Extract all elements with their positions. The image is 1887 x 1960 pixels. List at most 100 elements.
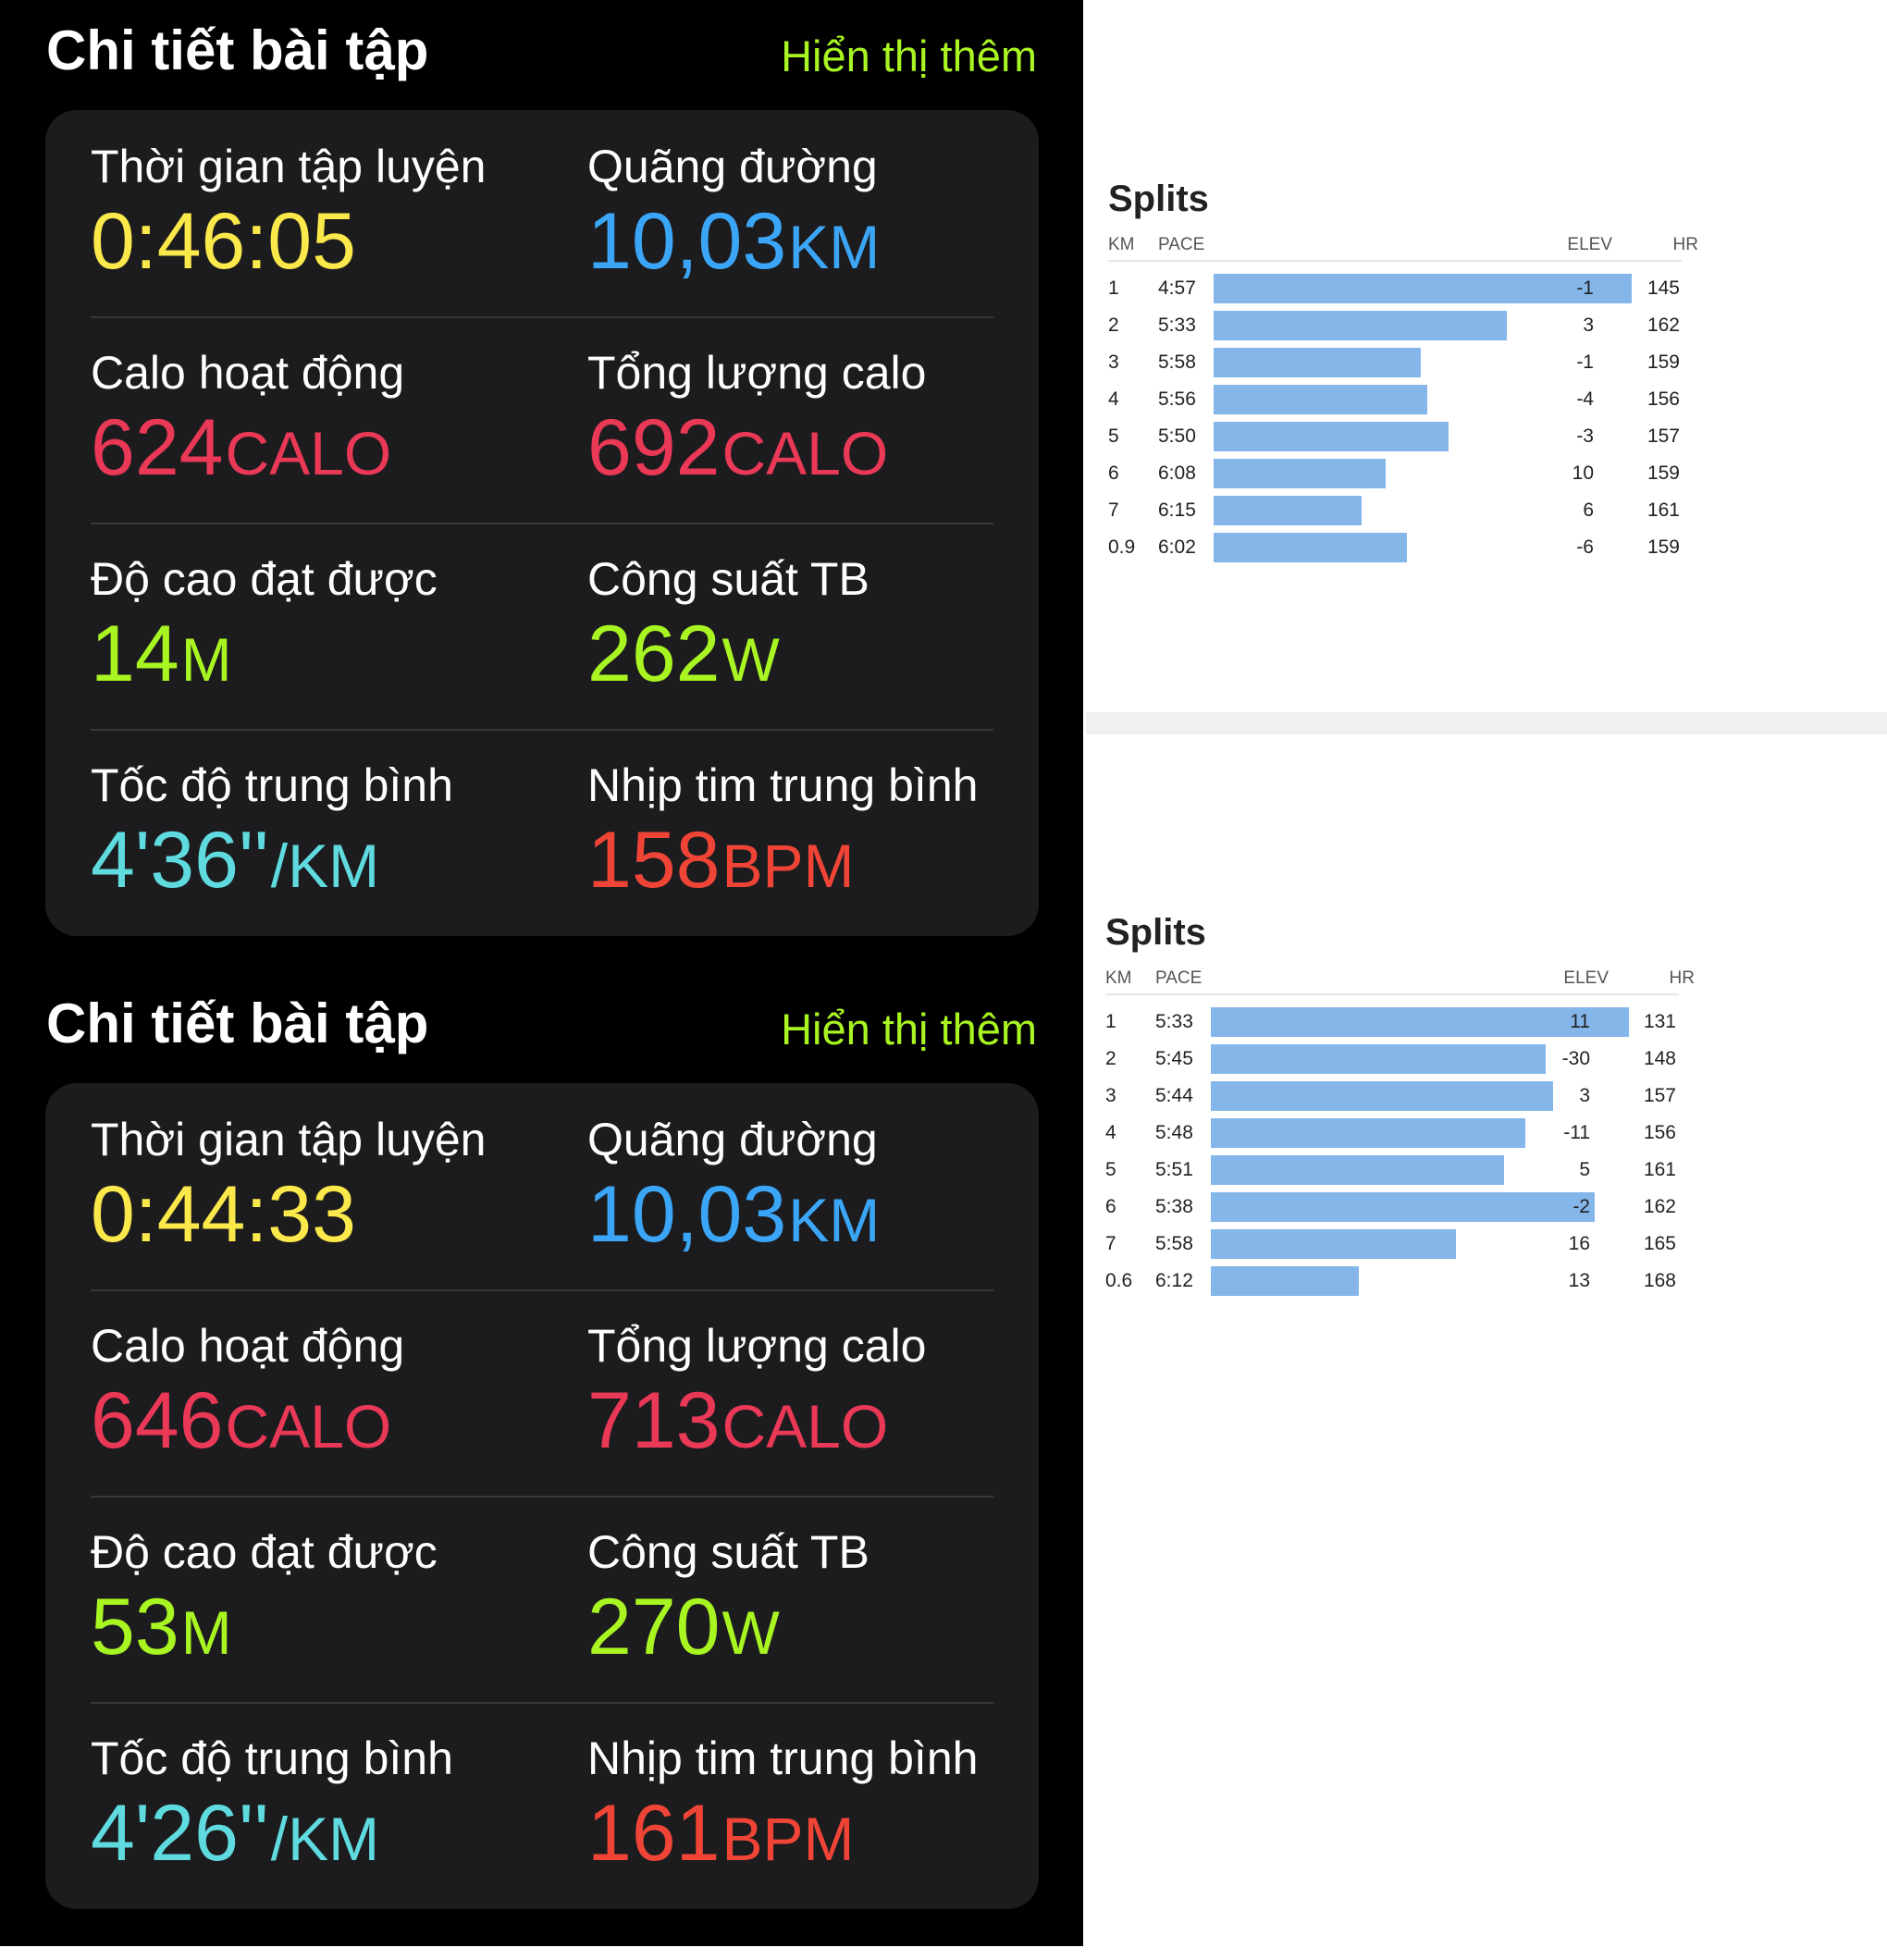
stat-number: 158 xyxy=(587,816,721,905)
stat-number: 10,03 xyxy=(587,1170,787,1259)
stat-item: Calo hoạt động 646CALO xyxy=(91,1319,404,1471)
stat-item: Quãng đường 10,03KM xyxy=(587,140,880,291)
stat-label: Tổng lượng calo xyxy=(587,1320,927,1372)
stat-value: 53M xyxy=(91,1583,438,1677)
split-elev: -1 xyxy=(1576,277,1594,299)
split-hr: 168 xyxy=(1643,1270,1676,1291)
split-elev: 11 xyxy=(1570,1011,1590,1032)
elev-column-header: ELEV xyxy=(1567,235,1612,254)
stat-item: Thời gian tập luyện 0:46:05 xyxy=(91,140,487,291)
splits-panel-divider xyxy=(1086,712,1887,734)
split-pace: 6:02 xyxy=(1158,536,1196,558)
split-km: 4 xyxy=(1108,388,1119,410)
workout-title: Chi tiết bài tập xyxy=(46,992,429,1054)
stat-value: 692CALO xyxy=(587,403,926,498)
stat-label: Nhịp tim trung bình xyxy=(587,1732,979,1784)
stat-item: Thời gian tập luyện 0:44:33 xyxy=(91,1113,487,1264)
stat-label: Công suất TB xyxy=(587,1526,870,1578)
pace-bar xyxy=(1214,348,1421,377)
stat-unit: M xyxy=(180,1598,232,1667)
stat-number: 53 xyxy=(91,1583,179,1671)
show-more-link[interactable]: Hiển thị thêm xyxy=(781,31,1037,80)
stat-item: Tổng lượng calo 692CALO xyxy=(587,346,926,498)
stat-value: 262W xyxy=(587,610,870,704)
split-km: 1 xyxy=(1105,1011,1116,1032)
stat-number: 0:44:33 xyxy=(91,1170,356,1259)
split-elev: 13 xyxy=(1568,1270,1590,1291)
stat-value: 0:46:05 xyxy=(91,197,487,291)
split-elev: 16 xyxy=(1568,1233,1590,1254)
workout-details-panel-2: Chi tiết bài tập Hiển thị thêm Thời gian… xyxy=(0,973,1083,1946)
splits-title: Splits xyxy=(1108,179,1209,219)
split-pace: 5:51 xyxy=(1155,1159,1193,1180)
stat-value: 10,03KM xyxy=(587,197,880,291)
split-pace: 5:33 xyxy=(1155,1011,1193,1032)
stat-value: 713CALO xyxy=(587,1376,926,1471)
split-hr: 157 xyxy=(1646,425,1680,447)
stat-unit: /KM xyxy=(270,1805,380,1873)
split-km: 0.9 xyxy=(1108,536,1136,558)
split-elev: 3 xyxy=(1579,1085,1590,1106)
stat-unit: W xyxy=(722,625,780,694)
split-km: 3 xyxy=(1108,351,1119,373)
stat-item: Tổng lượng calo 713CALO xyxy=(587,1319,926,1471)
stat-unit: W xyxy=(722,1598,780,1667)
split-elev: 3 xyxy=(1583,314,1594,336)
split-pace: 5:56 xyxy=(1158,388,1196,410)
split-hr: 161 xyxy=(1646,499,1680,521)
stat-value: 161BPM xyxy=(587,1789,978,1883)
split-hr: 161 xyxy=(1643,1159,1676,1180)
split-km: 2 xyxy=(1105,1048,1116,1069)
pace-bar xyxy=(1211,1118,1525,1148)
split-km: 4 xyxy=(1105,1122,1116,1143)
split-km: 1 xyxy=(1108,277,1119,299)
stat-number: 4'36'' xyxy=(91,816,269,905)
hr-column-header: HR xyxy=(1669,968,1695,988)
pace-bar xyxy=(1214,385,1427,414)
stat-label: Tốc độ trung bình xyxy=(91,1732,453,1784)
stat-value: 4'26''/KM xyxy=(91,1789,453,1883)
stat-value: 14M xyxy=(91,610,438,704)
workout-stats-card: Thời gian tập luyện 0:44:33 Quãng đường 10,… xyxy=(45,1083,1039,1909)
split-elev: -1 xyxy=(1576,351,1594,373)
stat-value: 0:44:33 xyxy=(91,1170,487,1264)
split-km: 6 xyxy=(1105,1196,1116,1217)
split-km: 5 xyxy=(1105,1159,1116,1180)
stat-item: Tốc độ trung bình 4'36''/KM xyxy=(91,758,453,910)
split-hr: 159 xyxy=(1646,351,1680,373)
show-more-link[interactable]: Hiển thị thêm xyxy=(781,1005,1037,1054)
stat-row: Độ cao đạt được 53M Công suất TB 270W xyxy=(91,1496,993,1702)
split-hr: 159 xyxy=(1646,536,1680,558)
stat-value: 4'36''/KM xyxy=(91,816,453,910)
pace-bar xyxy=(1214,422,1449,451)
stat-item: Độ cao đạt được 14M xyxy=(91,552,438,704)
split-elev: 6 xyxy=(1583,499,1594,521)
stat-label: Độ cao đạt được xyxy=(91,553,438,605)
split-pace: 5:44 xyxy=(1155,1085,1193,1106)
stat-label: Thời gian tập luyện xyxy=(91,1114,487,1165)
stat-value: 624CALO xyxy=(91,403,404,498)
stat-unit: /KM xyxy=(270,832,380,900)
split-pace: 5:58 xyxy=(1155,1233,1193,1254)
split-hr: 162 xyxy=(1643,1196,1676,1217)
stat-unit: KM xyxy=(788,1186,881,1254)
split-pace: 5:50 xyxy=(1158,425,1196,447)
stat-label: Calo hoạt động xyxy=(91,1320,405,1372)
split-pace: 5:45 xyxy=(1155,1048,1193,1069)
stat-number: 0:46:05 xyxy=(91,197,356,286)
stat-number: 262 xyxy=(587,610,721,698)
stat-row: Tốc độ trung bình 4'36''/KM Nhịp tim trung… xyxy=(91,729,993,935)
split-pace: 5:38 xyxy=(1155,1196,1193,1217)
split-hr: 148 xyxy=(1643,1048,1676,1069)
stat-row: Tốc độ trung bình 4'26''/KM Nhịp tim trung… xyxy=(91,1702,993,1908)
split-elev: -4 xyxy=(1576,388,1594,410)
km-column-header: KM xyxy=(1108,235,1135,254)
split-hr: 156 xyxy=(1646,388,1680,410)
split-km: 5 xyxy=(1108,425,1119,447)
split-pace: 5:58 xyxy=(1158,351,1196,373)
pace-bar xyxy=(1211,1155,1504,1185)
workout-stats-card: Thời gian tập luyện 0:46:05 Quãng đường 10,… xyxy=(45,110,1039,936)
stat-label: Nhịp tim trung bình xyxy=(587,759,979,811)
stat-item: Calo hoạt động 624CALO xyxy=(91,346,404,498)
header-divider xyxy=(1105,993,1679,995)
